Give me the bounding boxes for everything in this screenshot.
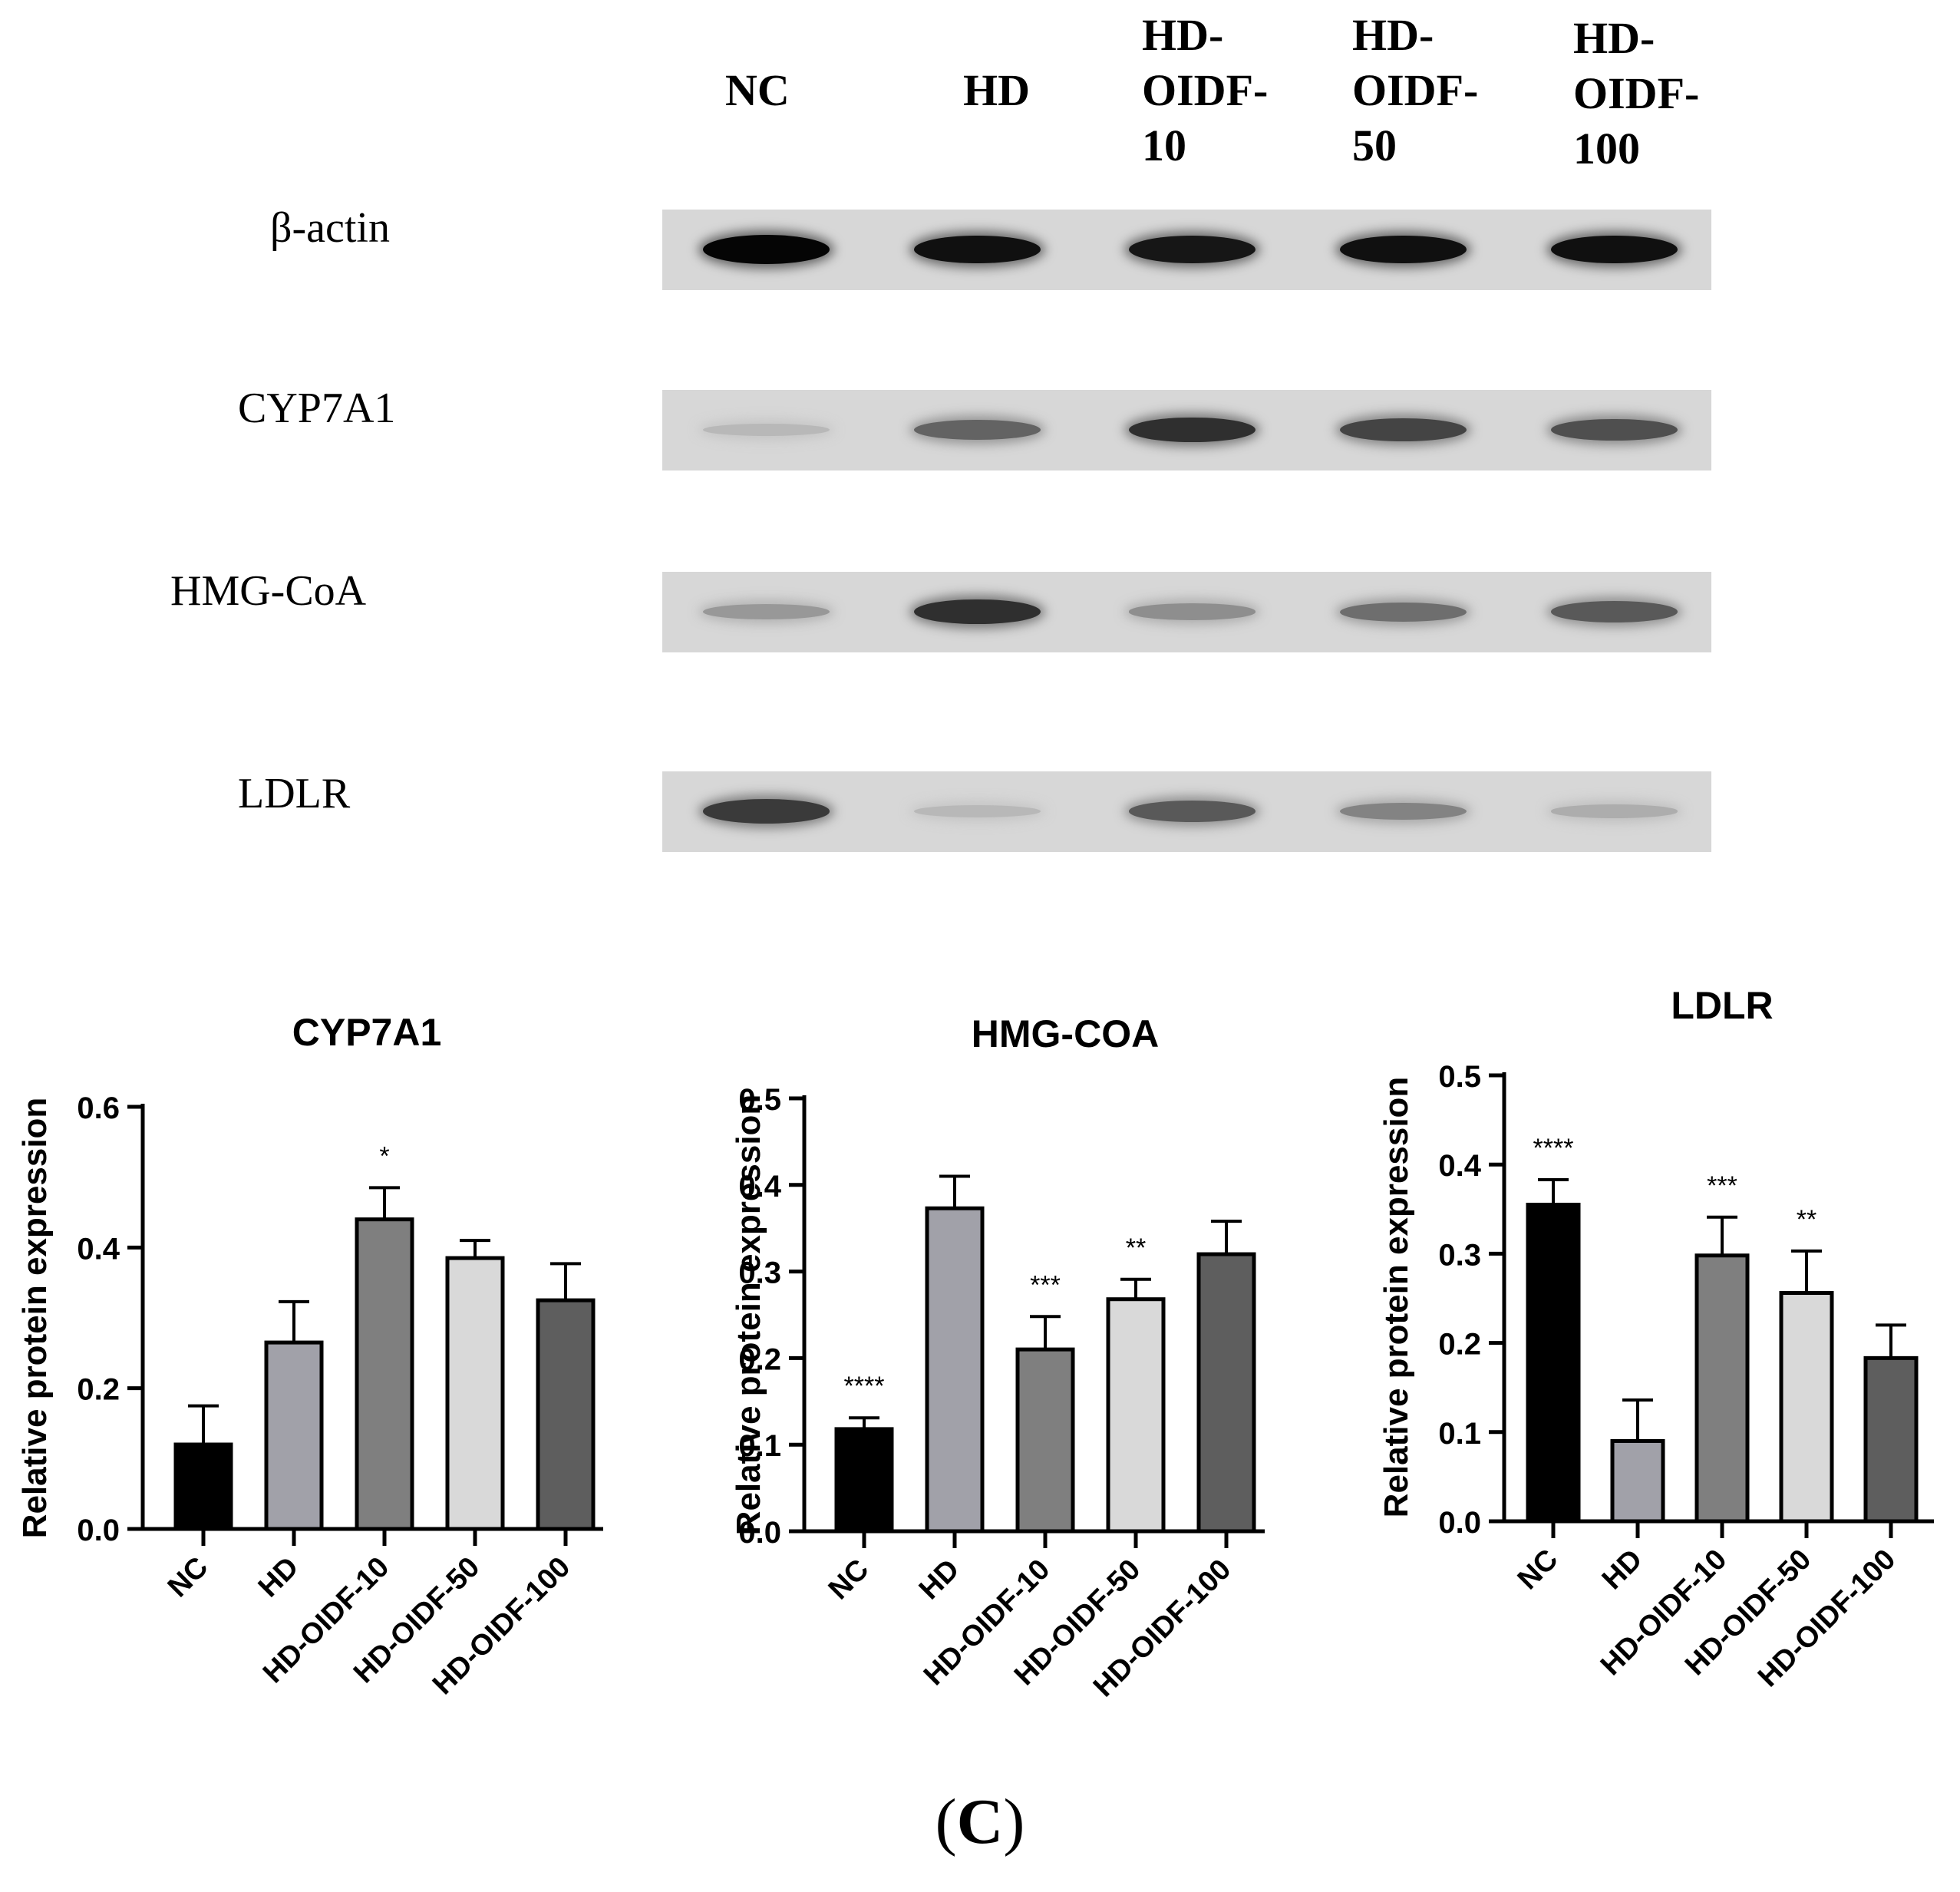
y-tick-label: 0.4: [1438, 1149, 1481, 1183]
lane-label-hd-oidf-50: HD- OIDF- 50: [1352, 10, 1479, 170]
chart-title: LDLR: [1671, 984, 1773, 1027]
chart-title: CYP7A1: [292, 1011, 442, 1054]
blot-band-1-5: [1550, 235, 1678, 264]
bar: [1863, 1355, 1919, 1524]
bar: [834, 1427, 894, 1534]
blot-band-4-2: [913, 805, 1041, 817]
protein-label-ldlr: LDLR: [238, 770, 351, 817]
y-tick-label: 0.1: [738, 1429, 781, 1463]
bar: [173, 1442, 233, 1531]
panel-label-close: ): [1003, 1786, 1025, 1857]
y-tick-label: 0.0: [738, 1516, 781, 1550]
y-tick-label: 0.2: [77, 1373, 120, 1407]
blot-band-4-3: [1128, 801, 1256, 822]
bar: [264, 1340, 324, 1531]
y-tick-label: 0.0: [77, 1514, 120, 1547]
bar: [925, 1206, 985, 1534]
chart-title: HMG-COA: [972, 1012, 1159, 1055]
lane-label-nc: NC: [725, 65, 790, 115]
y-tick-label: 0.3: [1438, 1238, 1481, 1272]
bar: [536, 1298, 596, 1531]
chart-ldlr: LDLR Relative protein expression 0.0 0.1 0.2…: [1378, 984, 1934, 1693]
y-tick-label: 0.6: [77, 1091, 120, 1125]
blot-band-2-5: [1550, 418, 1678, 441]
blot-band-2-2: [913, 419, 1041, 441]
bar: [355, 1217, 414, 1531]
significance-label: ****: [844, 1372, 885, 1401]
chart-cyp7a1: CYP7A1 Relative protein expression 0.0 0.2 0…: [16, 1011, 603, 1701]
y-tick-label: 0.1: [1438, 1417, 1481, 1451]
blot-band-1-4: [1339, 235, 1467, 264]
blot-band-1-1: [702, 235, 830, 264]
significance-label: **: [1797, 1205, 1816, 1234]
bar: [1610, 1438, 1665, 1524]
y-tick-label: 0.4: [738, 1170, 781, 1204]
blot-band-3-5: [1550, 601, 1678, 622]
lane-label-hd-oidf-10: HD- OIDF- 10: [1142, 10, 1269, 170]
x-tick-label: NC: [1512, 1544, 1565, 1596]
x-tick-label: HD: [1596, 1544, 1649, 1596]
y-axis-label: Relative protein expression: [730, 1095, 767, 1536]
bar: [1196, 1252, 1256, 1534]
x-tick-label: NC: [162, 1551, 215, 1604]
y-tick-label: 0.5: [1438, 1060, 1481, 1094]
blot-band-2-3: [1128, 417, 1256, 443]
protein-label-hmg-coa: HMG-CoA: [170, 567, 367, 615]
blot-strip-ldlr: [662, 771, 1711, 852]
blot-band-4-5: [1550, 804, 1678, 818]
x-tick-label: NC: [823, 1554, 876, 1606]
lane-label-hd: HD: [963, 65, 1030, 115]
panel-label: (C): [0, 1785, 1960, 1859]
blot-band-3-4: [1339, 602, 1467, 622]
blot-strip-hmg-coa: [662, 572, 1711, 652]
significance-label: *: [379, 1141, 389, 1171]
lane-label-hd-oidf-100: HD- OIDF- 100: [1573, 13, 1700, 173]
panel-label-open: (: [935, 1786, 957, 1857]
blot-band-2-4: [1339, 418, 1467, 442]
blot-strip-beta-actin: [662, 210, 1711, 290]
bar: [1694, 1253, 1750, 1524]
y-axis-label: Relative protein expression: [16, 1098, 54, 1539]
significance-label: ****: [1533, 1134, 1574, 1163]
bar: [1015, 1347, 1075, 1534]
blot-band-3-2: [913, 599, 1041, 625]
protein-label-cyp7a1: CYP7A1: [238, 385, 396, 432]
blot-band-2-1: [702, 424, 830, 436]
blot-band-4-1: [702, 799, 830, 824]
bar: [445, 1256, 505, 1531]
panel-label-letter: C: [956, 1786, 1004, 1857]
y-tick-label: 0.2: [738, 1342, 781, 1376]
protein-label-beta-actin: β-actin: [270, 204, 390, 252]
blot-strip-cyp7a1: [662, 390, 1711, 471]
y-tick-label: 0.4: [77, 1232, 120, 1266]
western-blot: NC HD HD- OIDF- 10 HD- OIDF- 50 HD- OIDF…: [0, 0, 1960, 921]
blot-band-1-3: [1128, 236, 1256, 263]
y-tick-label: 0.3: [738, 1256, 781, 1290]
bar: [1779, 1291, 1834, 1524]
y-axis-label: Relative protein expression: [1378, 1077, 1415, 1518]
y-tick-label: 0.5: [738, 1083, 781, 1117]
blot-band-3-1: [702, 604, 830, 619]
significance-label: ***: [1030, 1270, 1061, 1299]
bar: [1106, 1297, 1166, 1534]
significance-label: **: [1126, 1233, 1146, 1263]
y-tick-label: 0.2: [1438, 1328, 1481, 1362]
x-tick-label: HD: [913, 1554, 966, 1606]
blot-band-3-3: [1128, 603, 1256, 620]
blot-band-4-4: [1339, 802, 1467, 821]
significance-label: ***: [1707, 1171, 1737, 1200]
x-tick-label: HD: [252, 1551, 305, 1604]
blot-band-1-2: [913, 235, 1041, 264]
y-tick-label: 0.0: [1438, 1506, 1481, 1540]
bar: [1526, 1202, 1581, 1524]
